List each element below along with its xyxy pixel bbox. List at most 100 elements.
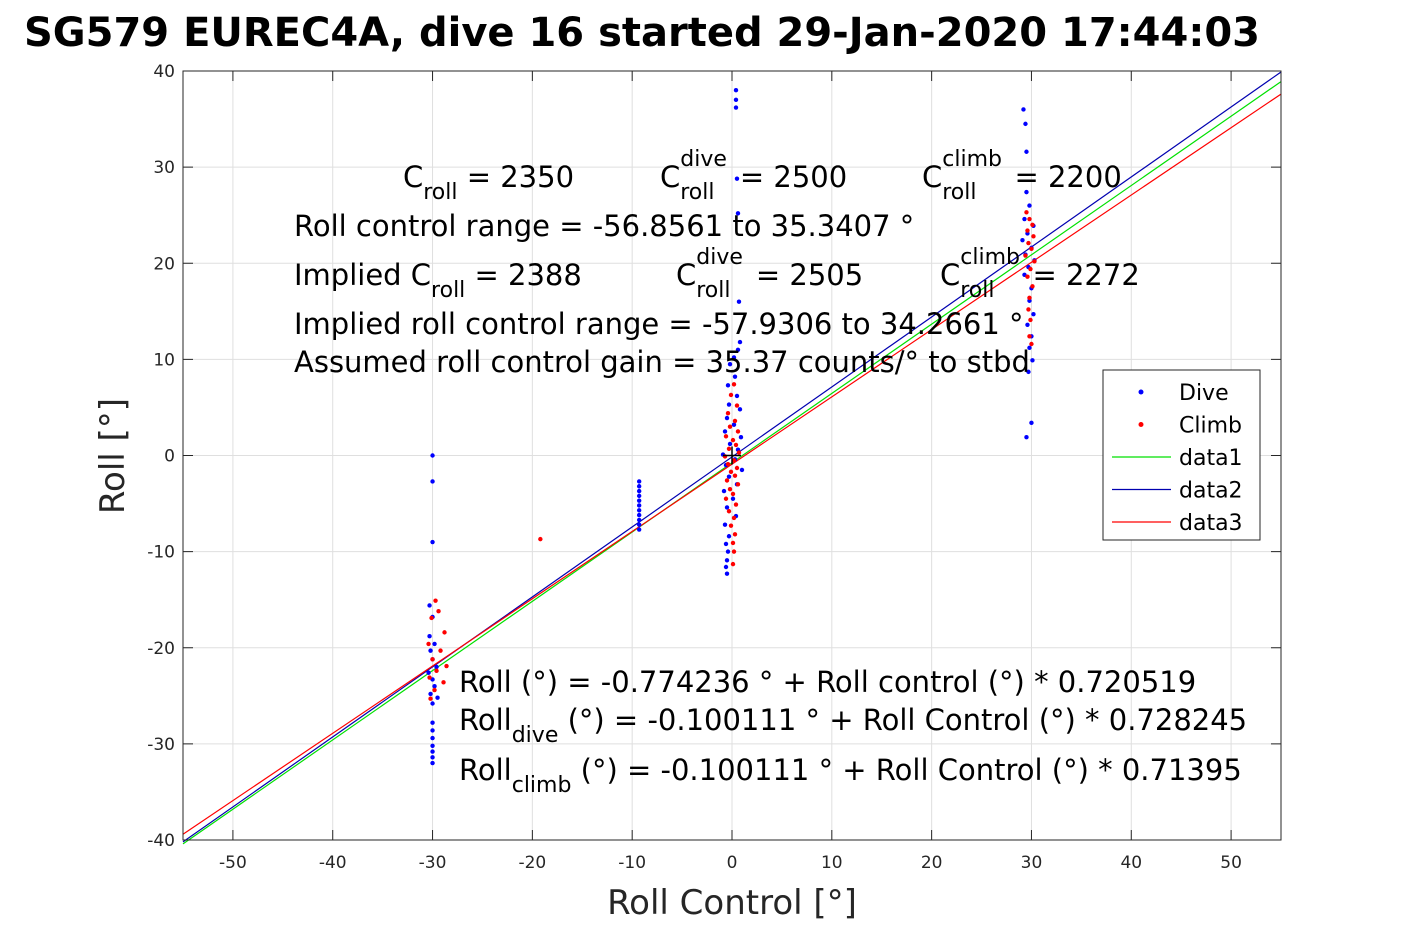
annotation-main: C — [403, 160, 423, 194]
data-point-dive — [730, 496, 736, 501]
data-point-dive — [721, 488, 727, 494]
data-point-dive — [733, 105, 739, 110]
annotation-subscript: roll — [431, 278, 465, 303]
data-point-climb — [732, 532, 738, 537]
data-point-climb — [1029, 341, 1034, 347]
data-point-climb — [1025, 228, 1030, 233]
data-point-climb — [723, 434, 729, 439]
data-point-climb — [429, 615, 434, 621]
data-point-dive — [733, 97, 739, 103]
data-point-climb — [731, 458, 737, 463]
annotation-croll-climb: Croll climb = 2200 — [922, 147, 1122, 205]
data-point-climb — [735, 429, 741, 434]
data-point-climb — [1026, 307, 1031, 312]
data-point-dive — [722, 522, 728, 527]
data-point-dive — [1024, 435, 1029, 440]
data-point-climb — [428, 696, 433, 701]
y-tick-label: -10 — [147, 543, 175, 563]
data-point-climb — [730, 491, 736, 497]
y-tick-label: 20 — [153, 254, 175, 274]
data-point-climb — [1031, 234, 1036, 239]
data-point-dive — [725, 549, 731, 554]
data-point-dive — [723, 541, 729, 547]
data-point-dive — [432, 641, 437, 647]
data-point-climb — [732, 418, 738, 424]
x-tick-label: 20 — [921, 853, 943, 873]
data-point-dive — [636, 508, 642, 513]
data-point-dive — [734, 176, 740, 181]
data-point-dive — [739, 467, 745, 473]
data-point-climb — [730, 540, 736, 546]
annotation-subscript: roll — [942, 180, 976, 205]
data-point-dive — [1021, 107, 1026, 112]
data-point-dive — [432, 684, 437, 689]
annotation-value: = 2272 — [1023, 258, 1140, 292]
data-point-dive — [434, 664, 439, 670]
series-layer — [182, 71, 1282, 845]
data-point-dive — [726, 402, 732, 407]
data-point-climb — [726, 509, 732, 514]
x-tick-label: 50 — [1220, 853, 1242, 873]
legend: Dive Climb data1 data2 data3 — [1102, 369, 1261, 541]
data-point-climb — [427, 675, 432, 680]
y-tick-label: -40 — [147, 831, 175, 851]
annotation-subscript: climb — [512, 773, 572, 798]
y-tick-label: -30 — [147, 735, 175, 755]
data-point-dive — [430, 743, 435, 748]
data-point-climb — [733, 502, 739, 507]
data-point-climb — [1029, 246, 1034, 252]
data-point-dive — [731, 355, 737, 360]
annotation-value: (°) = -0.100111 ° + Roll Control (°) * 0… — [571, 753, 1241, 787]
annotation-superscript: dive — [696, 245, 743, 270]
data-point-dive — [636, 493, 642, 499]
data-point-climb — [730, 437, 736, 443]
annotation-superscript: climb — [942, 147, 1002, 172]
data-point-dive — [724, 571, 730, 576]
data-point-dive — [737, 407, 743, 412]
annotation-implied-climb: Croll climb = 2272 — [940, 245, 1140, 303]
chart-title: SG579 EUREC4A, dive 16 started 29-Jan-20… — [24, 10, 1260, 56]
annotation-implied-croll: Implied Croll = 2388 — [294, 258, 582, 303]
data-point-dive — [726, 474, 732, 479]
data-point-climb — [725, 411, 731, 416]
data-point-climb — [444, 663, 449, 669]
data-point-climb — [733, 442, 739, 448]
data-point-climb — [430, 657, 435, 662]
x-axis-label: Roll Control [°] — [607, 883, 857, 923]
x-tick-label: 30 — [1021, 853, 1043, 873]
legend-marker-dive — [1138, 389, 1144, 395]
data-point-dive — [636, 522, 642, 527]
annotation-gain: Assumed roll control gain = 35.37 counts… — [294, 345, 1030, 379]
annotation-main: C — [676, 258, 696, 292]
data-point-dive — [430, 755, 435, 760]
x-tick-label: 10 — [821, 853, 843, 873]
data-point-climb — [436, 609, 441, 614]
annotation-subscript: dive — [512, 723, 559, 748]
data-point-dive — [430, 735, 435, 741]
x-tick-label: -10 — [618, 853, 646, 873]
data-point-dive — [636, 488, 642, 494]
data-point-dive — [430, 539, 435, 545]
data-point-dive — [1030, 358, 1035, 363]
annotation-value: = 2200 — [1005, 160, 1122, 194]
data-point-climb — [438, 648, 443, 653]
y-tick-label: 10 — [153, 350, 175, 370]
annotation-value: (°) = -0.100111 ° + Roll Control (°) * 0… — [558, 703, 1247, 737]
data-point-dive — [636, 503, 642, 508]
data-point-dive — [727, 361, 733, 367]
data-point-climb — [434, 668, 439, 674]
legend-marker-climb — [1138, 422, 1144, 427]
annotation-fit-dive: Rolldive (°) = -0.100111 ° + Roll Contro… — [459, 703, 1247, 748]
data-point-climb — [735, 482, 741, 487]
x-tick-label: -40 — [319, 853, 347, 873]
data-point-climb — [724, 478, 730, 483]
x-tick-label: -20 — [518, 853, 546, 873]
annotation-value: = 2505 — [747, 258, 864, 292]
data-point-dive — [435, 695, 440, 700]
data-point-dive — [430, 479, 435, 484]
data-point-dive — [636, 498, 642, 503]
data-point-dive — [636, 517, 642, 523]
legend-label-data3: data3 — [1179, 511, 1243, 536]
annotation-fit-climb: Rollclimb (°) = -0.100111 ° + Roll Contr… — [459, 753, 1242, 798]
